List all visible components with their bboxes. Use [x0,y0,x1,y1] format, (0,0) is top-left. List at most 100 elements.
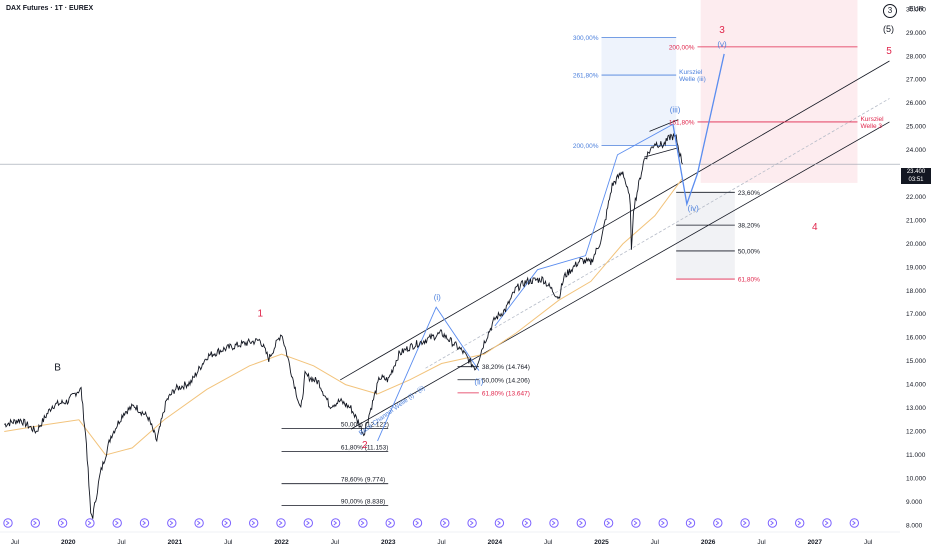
annotation-text: Kursziel [679,69,703,76]
fib-label: 78,60% (9.774) [341,477,385,484]
fib-label: 200,00% [573,143,599,150]
event-arrow-icon [87,520,92,526]
y-tick-label: 16.000 [906,335,926,342]
zone-blue-target [601,37,677,146]
fib-label: 50,00% (12.122) [341,422,389,429]
event-marker-icon [139,518,150,528]
fib-label: 61,80% (11.153) [341,444,389,451]
wave-label: 4 [812,222,818,233]
event-marker-icon [57,518,68,528]
annotation-text: Kursziel [860,116,884,123]
impulse-wave-path [494,123,674,327]
event-marker-icon [276,518,286,528]
fib-label: 50,00% (14.206) [482,377,530,384]
event-marker-icon [685,518,696,528]
event-arrow-icon [415,520,420,526]
event-marker-icon [767,518,778,528]
x-tick-label: Jul [224,539,233,546]
event-marker-icon [358,518,368,528]
event-arrow-icon [715,520,720,526]
x-tick-label: 2027 [808,539,823,546]
event-arrow-icon [60,520,65,526]
event-arrow-icon [115,520,119,526]
event-arrow-icon [142,520,147,526]
x-tick-label: Jul [331,539,340,546]
x-tick-label: 2021 [168,539,183,546]
y-tick-label: 18.000 [906,288,926,295]
impulse-wave-path [377,306,480,442]
fib-label: 23,60% [738,190,760,197]
wave-label: 3 [719,25,725,36]
last-price-value: 23.400 [906,169,926,175]
event-marker-icon [549,518,559,528]
fib-label: 200,00% [669,44,695,51]
event-arrow-icon [251,520,256,526]
wave-label: (ii) [474,378,483,387]
event-arrow-icon [524,520,529,526]
x-tick-label: 2026 [701,539,716,546]
event-arrow-icon [197,520,201,526]
wave-degree-paren: (5) [883,24,894,34]
event-marker-icon [631,518,641,528]
channel-mid [425,98,890,369]
y-tick-label: 11.000 [906,452,926,459]
x-tick-label: Jul [544,539,553,546]
event-arrow-icon [606,520,611,526]
y-tick-label: 12.000 [906,429,926,436]
event-marker-icon [303,518,313,528]
event-arrow-icon [852,520,856,526]
event-arrow-icon [688,520,693,526]
channel-lower [350,121,890,430]
event-marker-icon [30,518,40,528]
event-marker-icon [330,518,341,528]
last-price-badge[interactable]: 23.400 03:51 [901,168,931,184]
annotation-text: Welle 3 [860,123,882,130]
y-tick-label: 21.000 [906,217,926,224]
y-tick-label: 27.000 [906,77,926,84]
channel-small-lower [644,147,679,158]
event-arrow-icon [497,520,501,526]
event-marker-icon [85,518,95,528]
event-arrow-icon [169,520,174,526]
event-arrow-icon [388,520,392,526]
event-arrow-icon [5,520,10,526]
wave-label: B [54,363,61,374]
event-arrow-icon [797,520,802,526]
x-tick-label: Jul [11,539,20,546]
x-tick-label: Jul [437,539,446,546]
wave-label: (iii) [670,106,681,115]
y-tick-label: 15.000 [906,358,926,365]
event-arrow-icon [278,520,283,526]
wave-label: 2 [362,440,368,451]
event-arrow-icon [824,520,829,526]
event-marker-icon [194,518,204,528]
y-tick-label: 10.000 [906,475,926,482]
zone-red-target [700,0,858,183]
price-series-line [4,132,683,519]
y-tick-label: 25.000 [906,124,926,131]
event-arrow-icon [442,520,447,526]
event-marker-icon [412,518,423,528]
y-tick-label: 26.000 [906,100,926,107]
event-marker-icon [740,518,750,528]
symbol-title: DAX Futures · 1T · EUREX [6,5,94,12]
y-tick-label: 28.000 [906,53,926,60]
event-marker-icon [249,518,259,528]
x-tick-label: 2020 [61,539,76,546]
channel-upper [340,60,890,381]
event-marker-icon [522,518,532,528]
x-tick-label: 2024 [488,539,503,546]
event-arrow-icon [770,520,774,526]
x-tick-label: Jul [864,539,873,546]
bar-countdown: 03:51 [908,177,924,183]
event-marker-icon [822,518,832,528]
x-tick-label: 2025 [594,539,609,546]
event-marker-icon [658,518,668,528]
chart-annotation: Base Channel Welle (i) - (ii) [358,385,426,437]
y-tick-label: 9.000 [906,499,923,506]
x-tick-label: 2023 [381,539,396,546]
y-tick-label: 20.000 [906,241,926,248]
currency-label: EUR [909,6,924,13]
y-tick-label: 14.000 [906,382,926,389]
y-tick-label: 29.000 [906,30,926,37]
